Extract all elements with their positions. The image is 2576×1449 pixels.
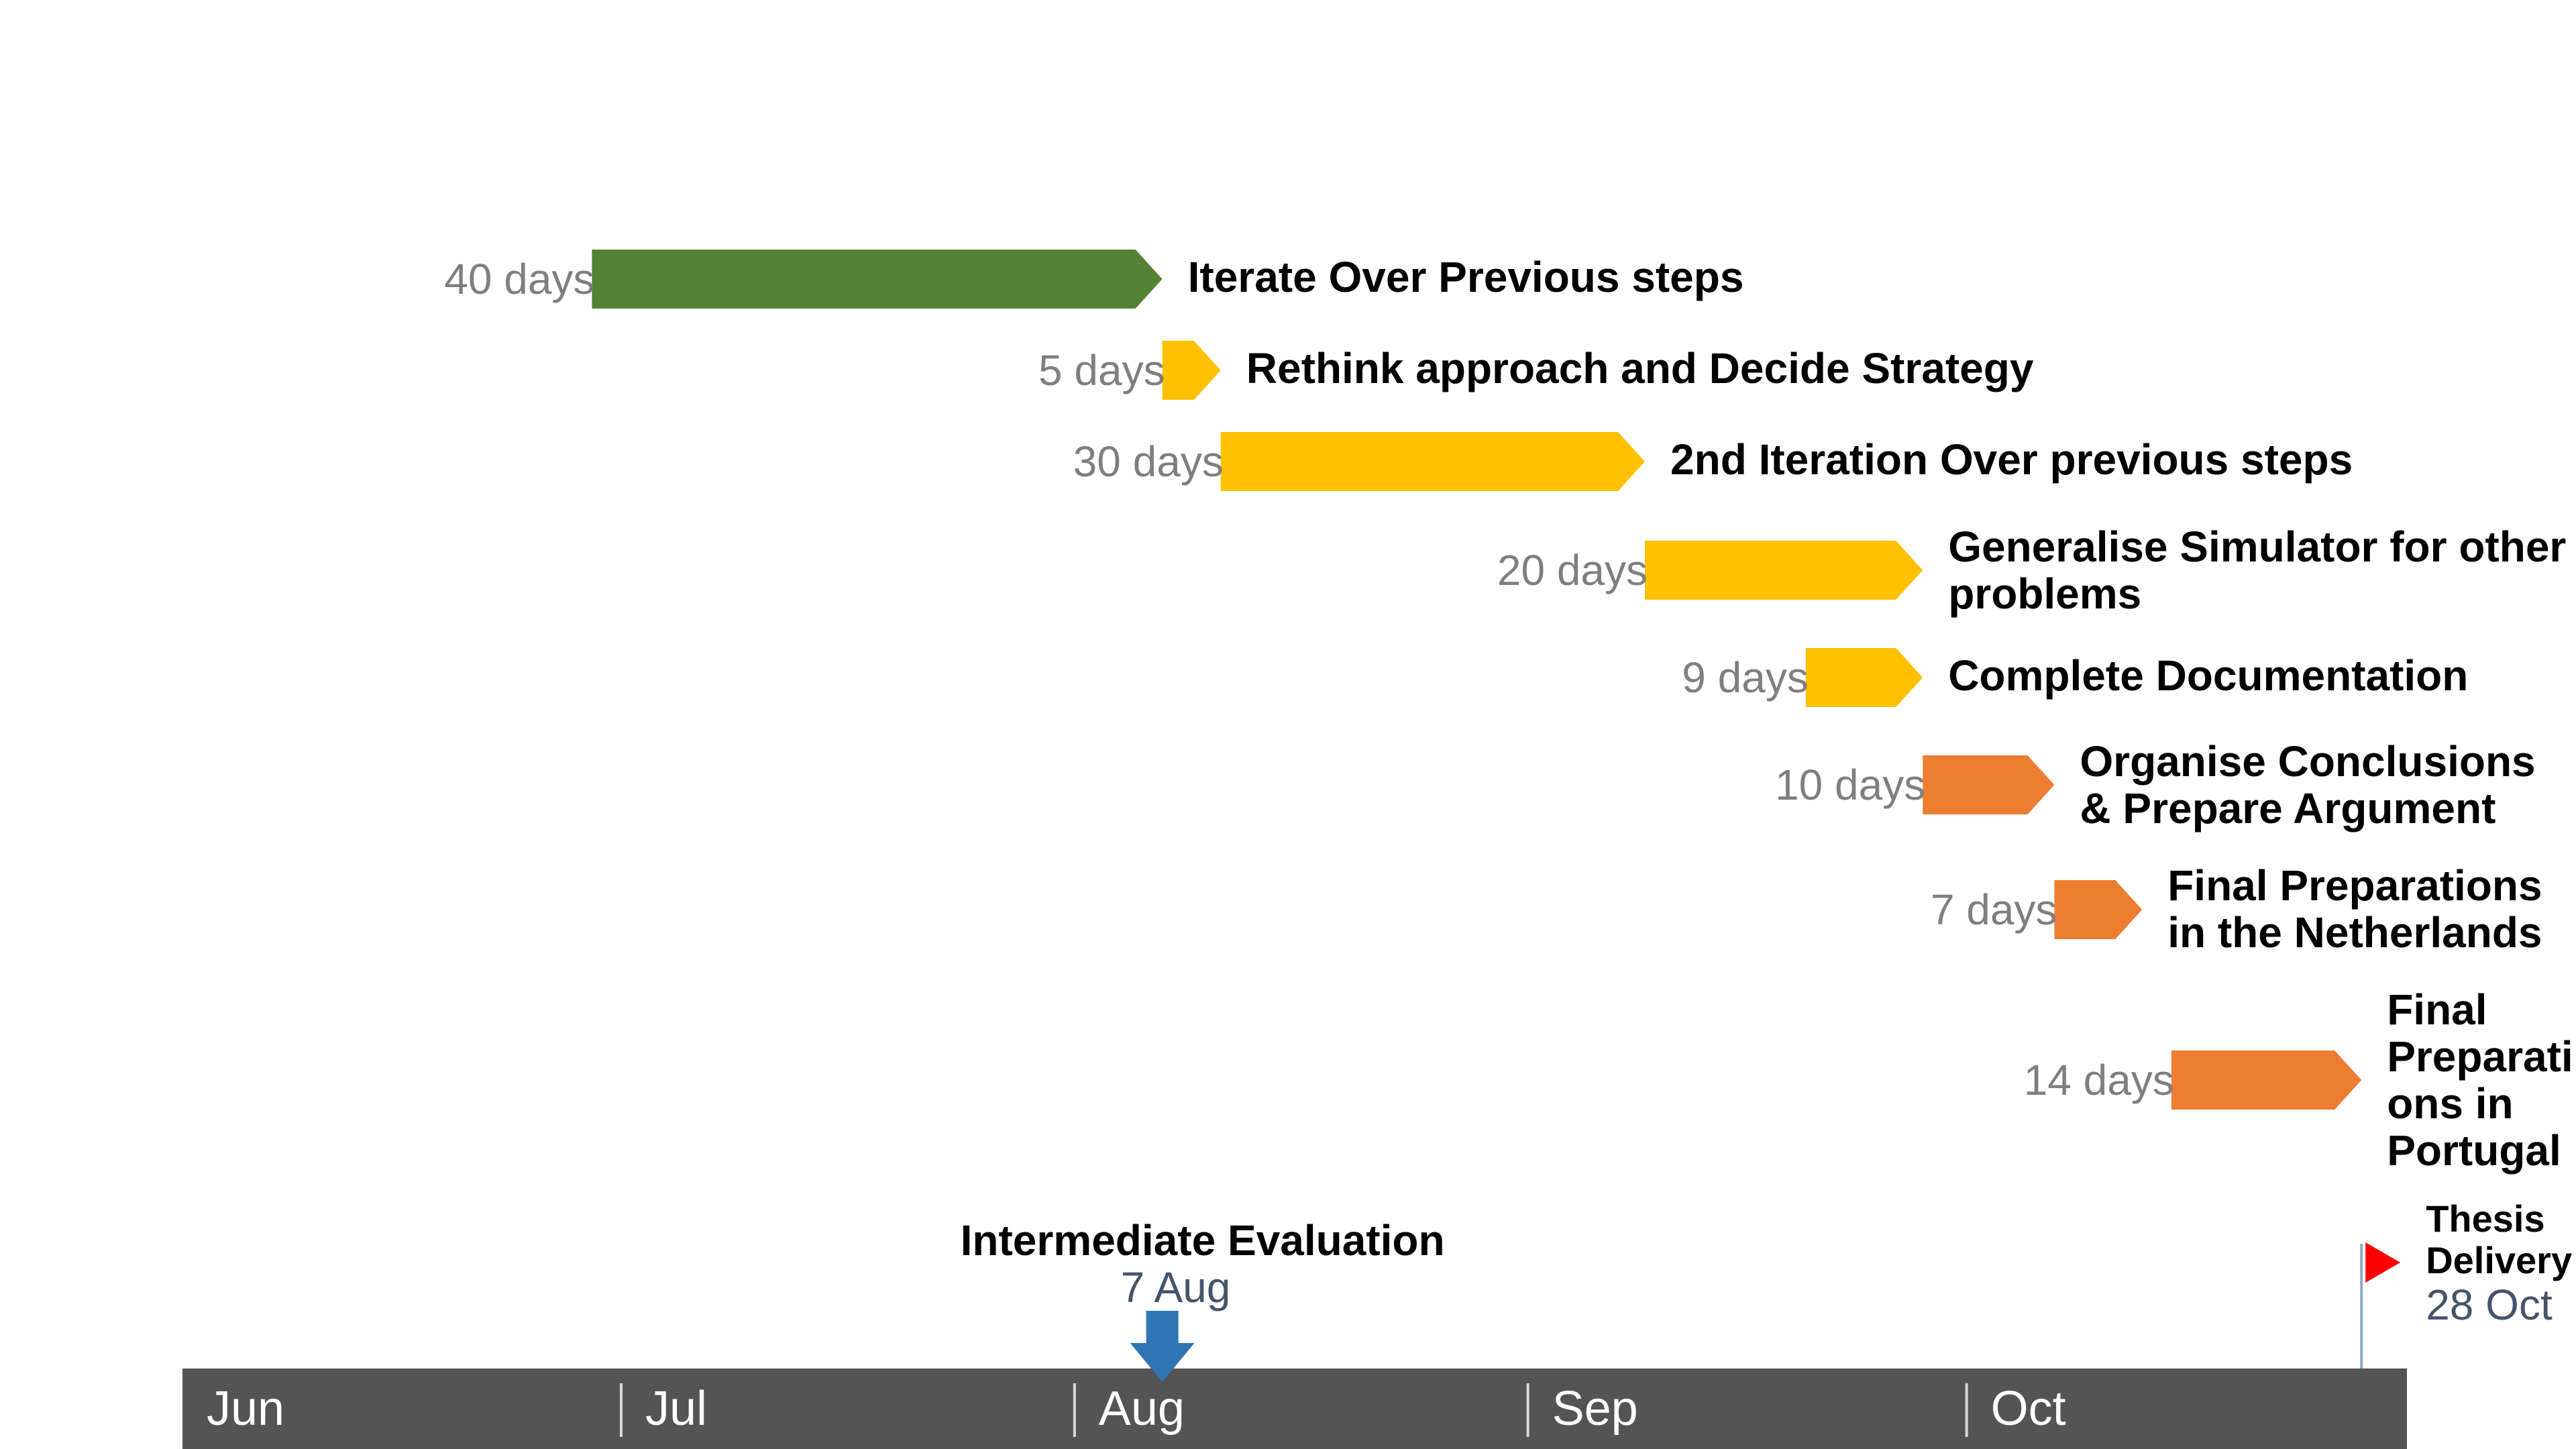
milestone-date: 7 Aug xyxy=(1120,1263,1231,1311)
task-bar xyxy=(1220,432,1645,491)
month-label-sep: Sep xyxy=(1552,1382,1638,1436)
task-name-label: Final Preparations in the Netherlands xyxy=(2167,861,2542,957)
milestone-marks xyxy=(1130,1242,2401,1382)
task-name-label: Organise Conclusions & Prepare Argument xyxy=(2080,737,2536,833)
task-bar xyxy=(2054,880,2143,939)
task-duration-label: 40 days xyxy=(444,255,595,303)
task-bar xyxy=(1162,341,1221,400)
task-duration-label: 20 days xyxy=(1497,546,1648,594)
task-duration-label: 10 days xyxy=(1775,761,1926,809)
milestone-title: Intermediate Evaluation xyxy=(960,1216,1445,1265)
task-bar xyxy=(592,250,1163,309)
task-duration-label: 7 days xyxy=(1930,885,2057,934)
task-duration-label: 5 days xyxy=(1038,346,1165,394)
milestone-date: 28 Oct xyxy=(2426,1281,2553,1329)
task-name-label: Final Preparati ons in Portugal xyxy=(2387,985,2573,1175)
month-label-jul: Jul xyxy=(645,1382,708,1436)
task-name-label: Complete Documentation xyxy=(1948,651,2469,700)
task-name-label: Iterate Over Previous steps xyxy=(1187,253,1744,301)
milestone-title: Thesis Delivery xyxy=(2426,1197,2573,1281)
task-bar xyxy=(1805,648,1923,707)
milestone-arrow-icon xyxy=(1130,1311,1195,1382)
task-duration-label: 9 days xyxy=(1682,653,1809,702)
month-label-jun: Jun xyxy=(207,1382,285,1436)
task-duration-label: 14 days xyxy=(2023,1056,2174,1104)
task-bar xyxy=(1923,755,2055,814)
task-bars xyxy=(592,250,2362,1110)
month-label-oct: Oct xyxy=(1990,1382,2066,1436)
milestone-flag-icon xyxy=(2365,1242,2401,1283)
task-duration-label: 30 days xyxy=(1073,437,1224,486)
timeline-bar xyxy=(182,1368,2407,1449)
month-label-aug: Aug xyxy=(1098,1382,1185,1436)
task-name-label: 2nd Iteration Over previous steps xyxy=(1670,435,2353,484)
task-bar xyxy=(1645,541,1923,600)
task-name-label: Rethink approach and Decide Strategy xyxy=(1246,344,2034,392)
task-bar xyxy=(2171,1051,2362,1110)
month-dividers xyxy=(620,1383,1968,1437)
task-name-label: Generalise Simulator for other problems xyxy=(1948,523,2567,618)
